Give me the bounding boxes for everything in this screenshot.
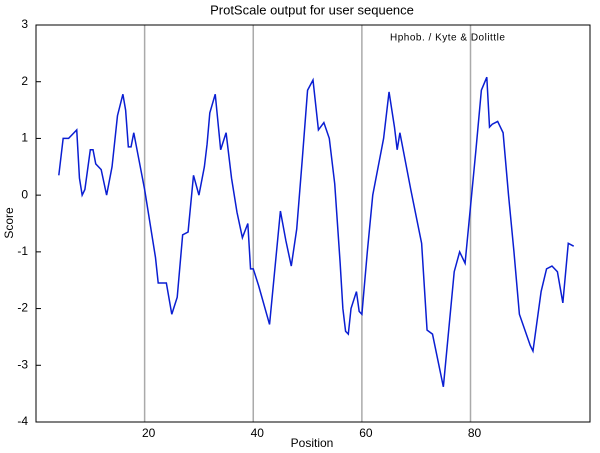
y-tick-label: 1 <box>21 131 28 145</box>
annotation: Hphob. / Kyte & Dolittle <box>390 33 505 44</box>
y-tick-label: -2 <box>17 301 28 315</box>
y-tick-label: 2 <box>21 74 28 88</box>
x-tick-label: 60 <box>359 426 373 440</box>
plot-frame <box>35 24 591 423</box>
y-tick-label: 0 <box>21 187 28 201</box>
y-tick-label: -4 <box>17 414 28 428</box>
x-tick-label: 40 <box>251 426 265 440</box>
y-tick-label: -1 <box>17 244 28 258</box>
x-tick-label: 20 <box>142 426 156 440</box>
x-axis-label: Position <box>291 436 334 450</box>
data-line <box>58 76 575 387</box>
y-tick-label: -3 <box>17 357 28 371</box>
x-tick-label: 80 <box>468 426 482 440</box>
y-tick-label: 3 <box>21 17 28 31</box>
chart-title: ProtScale output for user sequence <box>210 2 414 17</box>
y-axis-label: Score <box>2 207 16 239</box>
